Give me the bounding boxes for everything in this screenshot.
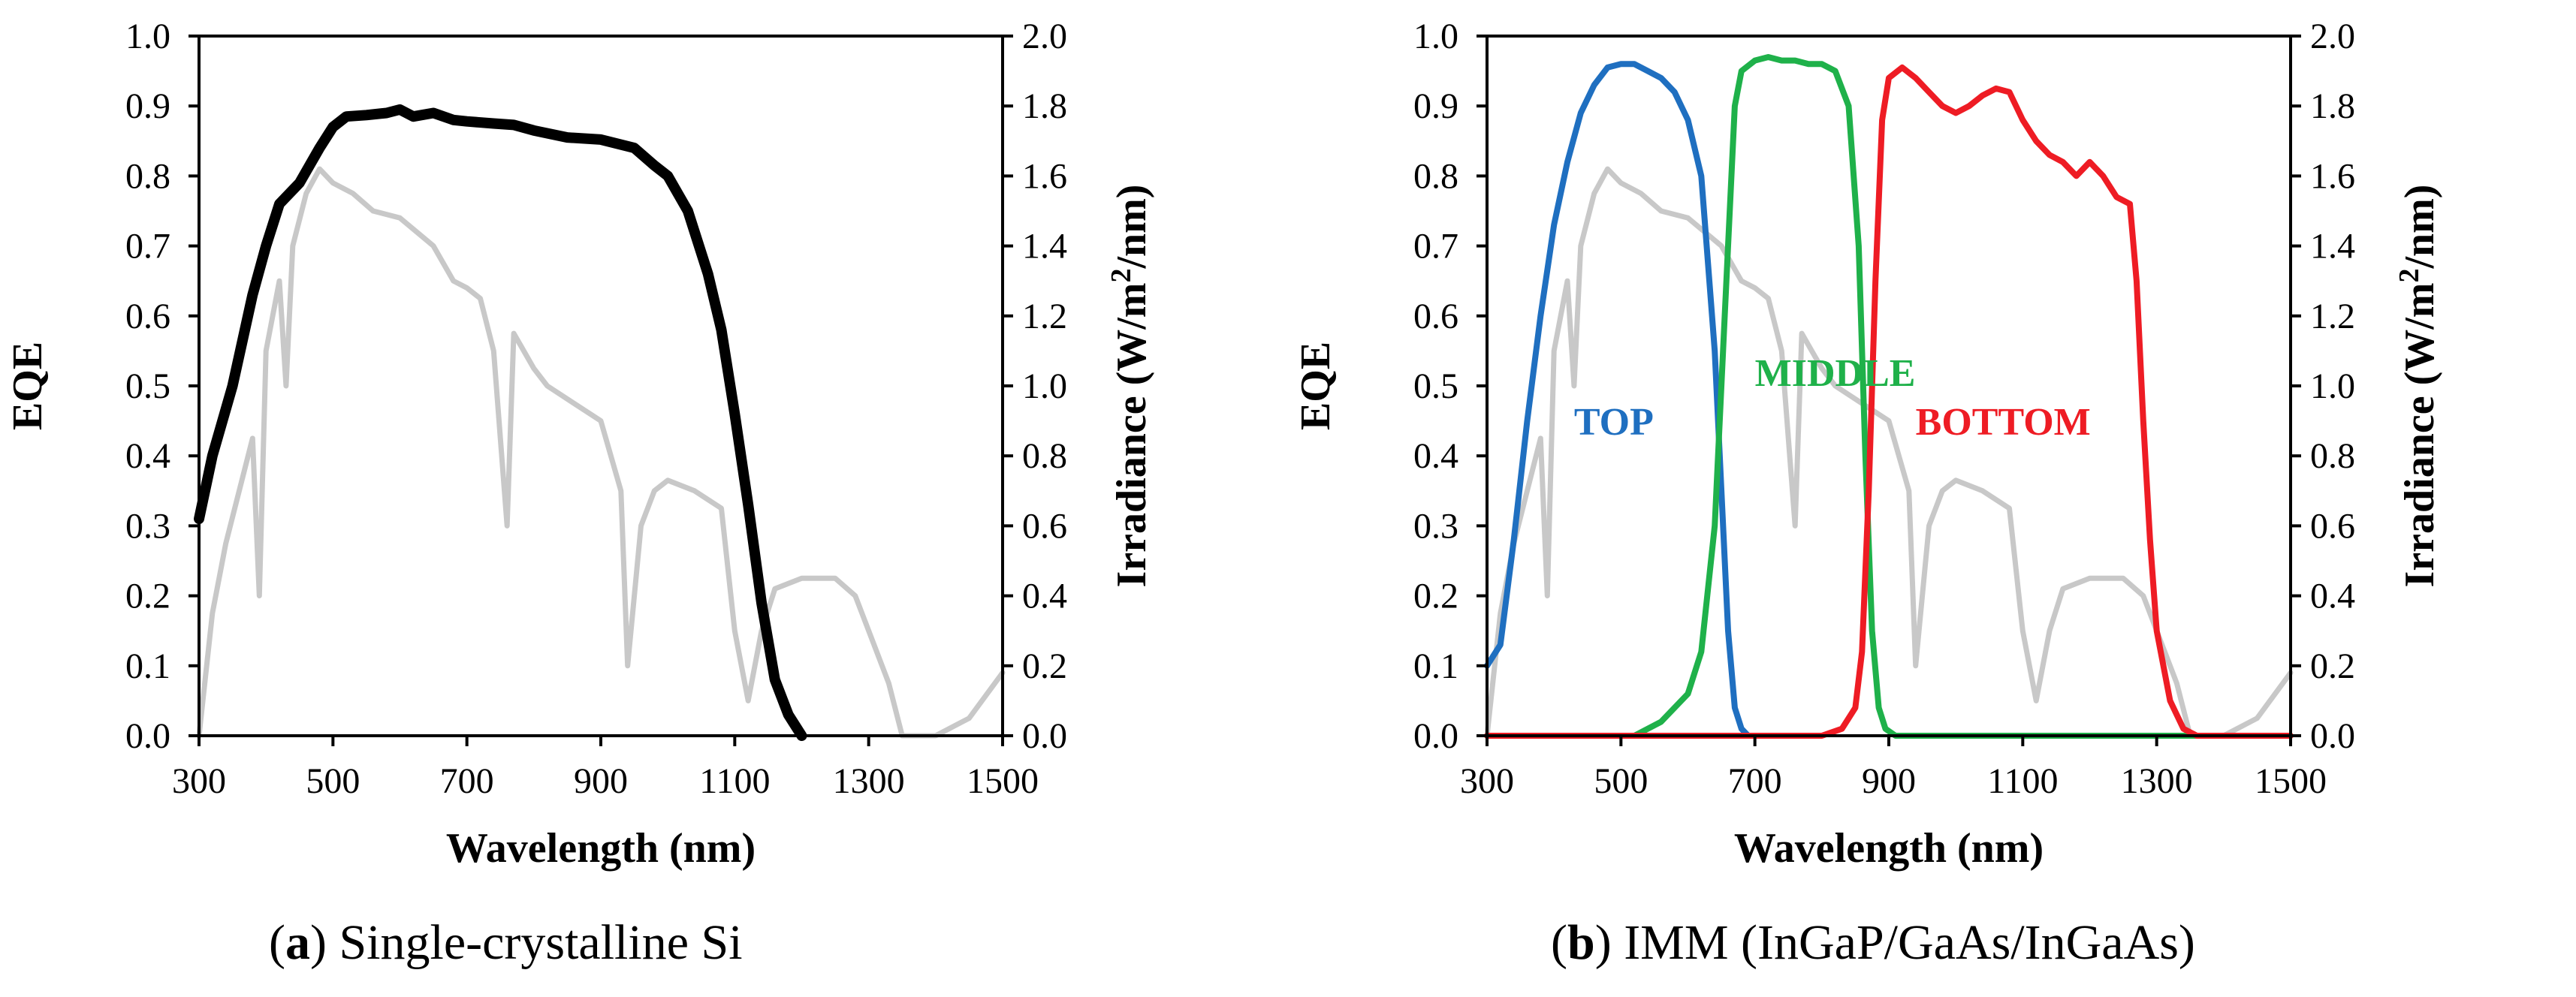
annotation-bottom: BOTTOM bbox=[1916, 401, 2091, 444]
x-tick-label: 900 bbox=[574, 761, 628, 801]
x-tick-label: 700 bbox=[1728, 761, 1782, 801]
x-tick-label: 500 bbox=[1594, 761, 1648, 801]
y-tick-label: 0.6 bbox=[125, 297, 170, 336]
chart-b: 300 500 700 900 1100 1300 1500 0.0 0.1 0.2 0.3 0.4 0… bbox=[1293, 17, 2443, 872]
y-tick-label: 0.0 bbox=[125, 716, 170, 756]
y2-tick-label: 0.4 bbox=[2310, 577, 2355, 616]
caption-a-letter: a bbox=[285, 915, 310, 970]
y2-title-sup: 2 bbox=[2394, 269, 2425, 283]
annotation-middle: MIDDLE bbox=[1755, 352, 1916, 395]
x-tick-label: 300 bbox=[1460, 761, 1514, 801]
y2-tick-label: 1.8 bbox=[2310, 86, 2355, 126]
series-line-top bbox=[1484, 61, 1758, 739]
y-tick-label: 0.4 bbox=[125, 436, 170, 476]
y2-title-part: /nm) bbox=[2397, 185, 2443, 270]
caption-b-letter: b bbox=[1567, 915, 1595, 970]
x-tick-label: 1300 bbox=[833, 761, 905, 801]
y-tick-label: 0.4 bbox=[1413, 436, 1458, 476]
y2-tick-label: 0.0 bbox=[1022, 716, 1067, 756]
x-tick-label: 300 bbox=[172, 761, 226, 801]
caption-a-close: ) bbox=[309, 915, 327, 970]
y2-tick-label: 0.8 bbox=[2310, 436, 2355, 476]
y2-tick-label: 0.6 bbox=[1022, 506, 1067, 546]
y2-tick-label: 0.6 bbox=[2310, 506, 2355, 546]
caption-b-text: IMM (InGaP/GaAs/InGaAs) bbox=[1624, 915, 2195, 970]
y2-tick-label: 1.0 bbox=[2310, 366, 2355, 406]
y2-title-part: Irradiance (W/m bbox=[2397, 283, 2443, 588]
y-tick-label: 1.0 bbox=[1413, 17, 1458, 56]
y2-tick-label: 1.6 bbox=[2310, 156, 2355, 196]
x-tick-label: 500 bbox=[306, 761, 360, 801]
y2-tick-label: 0.0 bbox=[2310, 716, 2355, 756]
x-tick-label: 1500 bbox=[2255, 761, 2327, 801]
y-tick-label: 0.3 bbox=[1413, 506, 1458, 546]
y2-axis-title: Irradiance (W/m2/nm) bbox=[2394, 185, 2443, 588]
y2-tick-label: 1.6 bbox=[1022, 156, 1067, 196]
y2-tick-label: 0.8 bbox=[1022, 436, 1067, 476]
y2-tick-label: 1.4 bbox=[2310, 227, 2355, 267]
annotation-top: TOP bbox=[1574, 401, 1654, 444]
y-tick-label: 0.5 bbox=[1413, 366, 1458, 406]
y2-tick-label: 1.8 bbox=[1022, 86, 1067, 126]
y2-tick-label: 0.4 bbox=[1022, 577, 1067, 616]
y-tick-label: 1.0 bbox=[125, 17, 170, 56]
y-axis-title: EQE bbox=[5, 342, 51, 430]
y-tick-label: 0.8 bbox=[125, 156, 170, 196]
y2-tick-label: 1.4 bbox=[1022, 227, 1067, 267]
y-tick-label: 0.3 bbox=[125, 506, 170, 546]
y2-tick-label: 1.2 bbox=[2310, 297, 2355, 336]
y-tick-label: 0.1 bbox=[125, 646, 170, 686]
caption-b: (b) IMM (InGaP/GaAs/InGaAs) bbox=[1551, 914, 2195, 971]
y-tick-label: 0.8 bbox=[1413, 156, 1458, 196]
x-tick-label: 1300 bbox=[2121, 761, 2193, 801]
series-line-bottom bbox=[1484, 64, 2294, 739]
x-tick-label: 1100 bbox=[699, 761, 770, 801]
y2-tick-label: 2.0 bbox=[1022, 17, 1067, 56]
y-tick-label: 0.2 bbox=[1413, 577, 1458, 616]
series-line-middle bbox=[1484, 54, 2294, 739]
y2-tick-label: 1.2 bbox=[1022, 297, 1067, 336]
y2-tick-label: 0.2 bbox=[1022, 646, 1067, 686]
y2-tick-label: 2.0 bbox=[2310, 17, 2355, 56]
y-tick-label: 0.1 bbox=[1413, 646, 1458, 686]
caption-b-close: ) bbox=[1594, 915, 1612, 970]
y-tick-label: 0.2 bbox=[125, 577, 170, 616]
y2-title-part: /nm) bbox=[1109, 185, 1155, 270]
y2-tick-label: 1.0 bbox=[1022, 366, 1067, 406]
y-tick-label: 0.0 bbox=[1413, 716, 1458, 756]
y2-axis-title: Irradiance (W/m2/nm) bbox=[1106, 185, 1155, 588]
y-tick-label: 0.7 bbox=[125, 227, 170, 267]
x-tick-label: 700 bbox=[440, 761, 494, 801]
x-tick-label: 1100 bbox=[1987, 761, 2058, 801]
y-tick-label: 0.9 bbox=[125, 86, 170, 126]
y2-title-sup: 2 bbox=[1106, 269, 1137, 283]
caption-b-open: ( bbox=[1551, 915, 1567, 970]
y-tick-label: 0.5 bbox=[125, 366, 170, 406]
x-tick-label: 900 bbox=[1862, 761, 1916, 801]
y-tick-label: 0.7 bbox=[1413, 227, 1458, 267]
x-tick-label: 1500 bbox=[967, 761, 1039, 801]
caption-a: (a) Single-crystalline Si bbox=[269, 914, 743, 971]
chart-a: 300 500 700 900 1100 1300 1500 0.0 0.1 0.2 0.3 0.4 0… bbox=[5, 17, 1155, 872]
x-axis-title: Wavelength (nm) bbox=[1734, 825, 2044, 872]
caption-a-text: Single-crystalline Si bbox=[339, 915, 743, 970]
series-line-solar-spectrum-am1-5 bbox=[196, 166, 1006, 739]
y2-title-part: Irradiance (W/m bbox=[1109, 283, 1155, 588]
y2-tick-label: 0.2 bbox=[2310, 646, 2355, 686]
caption-a-open: ( bbox=[269, 915, 285, 970]
y-tick-label: 0.6 bbox=[1413, 297, 1458, 336]
series-line-solar-spectrum-am1-5 bbox=[1484, 166, 2294, 739]
y-axis-title: EQE bbox=[1293, 342, 1339, 430]
series-line-single-crystalline-si-eqe bbox=[194, 104, 807, 741]
x-axis-title: Wavelength (nm) bbox=[446, 825, 756, 872]
y-tick-label: 0.9 bbox=[1413, 86, 1458, 126]
